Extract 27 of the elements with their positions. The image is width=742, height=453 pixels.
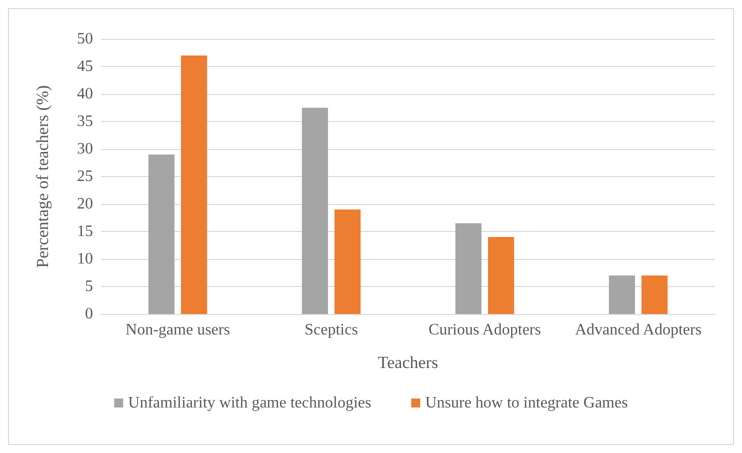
bar [455, 223, 482, 314]
y-tick-label: 45 [77, 58, 93, 75]
y-tick-label: 40 [77, 86, 93, 102]
legend-label: Unfamiliarity with game technologies [128, 394, 372, 412]
y-tick-label: 5 [85, 278, 93, 295]
x-tick-label: Sceptics [304, 322, 358, 338]
y-axis-title: Percentage of teachers (%) [33, 85, 52, 268]
y-tick-label: 30 [77, 140, 93, 158]
y-tick-label: 0 [85, 306, 93, 322]
bar [334, 210, 361, 314]
bar [148, 154, 174, 314]
bar [642, 276, 668, 314]
bar [302, 108, 328, 314]
bar [608, 276, 635, 314]
y-tick-label: 10 [77, 250, 93, 268]
x-tick-label: Curious Adopters [428, 322, 541, 338]
bar [488, 237, 514, 314]
bar [181, 56, 208, 314]
y-tick-label: 50 [77, 30, 93, 48]
x-tick-label: Non-game users [126, 322, 230, 338]
y-tick-label: 35 [77, 113, 93, 130]
x-tick-label: Advanced Adopters [574, 322, 702, 338]
y-tick-label: 25 [77, 168, 93, 185]
y-tick-label: 20 [77, 196, 93, 212]
x-axis-title: Teachers [378, 353, 438, 372]
y-tick-label: 15 [77, 223, 93, 240]
legend-label: Unsure how to integrate Games [425, 394, 628, 412]
